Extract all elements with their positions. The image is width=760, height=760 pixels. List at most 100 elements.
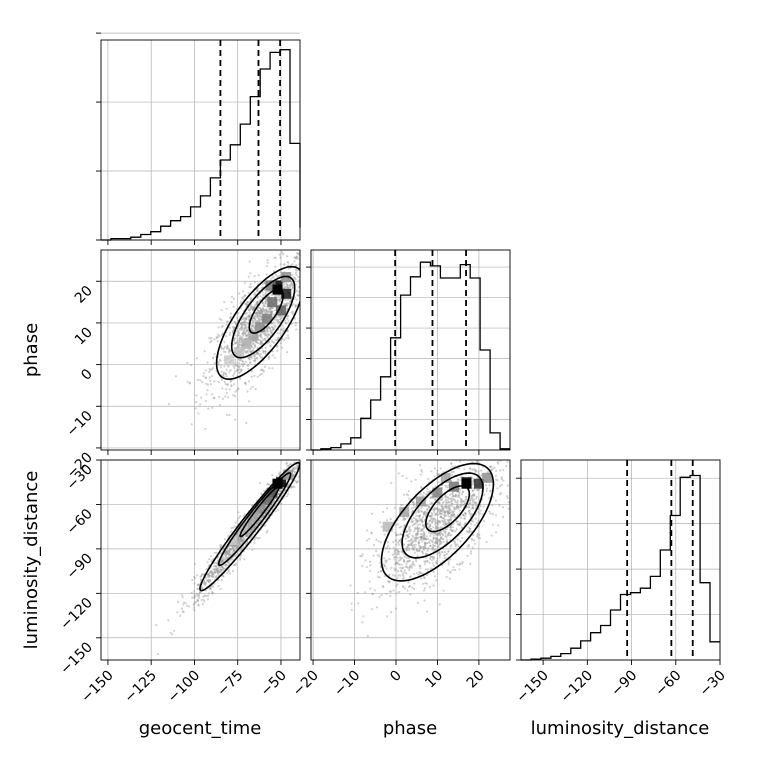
- scatter-point: [445, 505, 448, 508]
- scatter-point: [389, 518, 392, 521]
- scatter-point: [222, 547, 225, 551]
- scatter-point: [500, 477, 503, 481]
- scatter-point: [275, 316, 278, 319]
- scatter-point: [447, 512, 450, 515]
- scatter-point: [394, 543, 398, 546]
- scatter-point: [267, 332, 270, 335]
- scatter-point: [256, 311, 259, 314]
- scatter-point: [276, 275, 279, 278]
- scatter-point: [155, 624, 158, 627]
- scatter-point: [295, 255, 298, 258]
- scatter-point: [239, 537, 242, 540]
- scatter-point: [258, 354, 261, 357]
- scatter-point: [292, 303, 295, 306]
- scatter-point: [412, 587, 416, 591]
- scatter-point: [270, 277, 273, 280]
- scatter-point: [423, 599, 426, 602]
- scatter-point: [468, 529, 471, 532]
- scatter-point: [430, 470, 433, 473]
- scatter-point: [396, 570, 400, 573]
- scatter-point: [291, 286, 294, 289]
- scatter-point: [247, 275, 250, 278]
- scatter-point: [444, 512, 447, 515]
- scatter-point: [428, 542, 431, 545]
- scatter-point: [246, 329, 249, 332]
- scatter-point: [417, 511, 420, 514]
- scatter-point: [240, 539, 243, 542]
- scatter-point: [264, 352, 267, 355]
- scatter-point: [497, 524, 500, 527]
- scatter-point: [419, 532, 422, 536]
- scatter-point: [263, 309, 266, 312]
- scatter-point: [265, 509, 269, 512]
- scatter-point: [254, 293, 257, 296]
- scatter-point: [199, 575, 203, 578]
- scatter-point: [405, 548, 408, 552]
- scatter-point: [243, 537, 246, 540]
- xticks-2-0: −150 −125 −100 −75 −50: [78, 660, 290, 706]
- peak-marker: [272, 284, 283, 295]
- scatter-point: [506, 460, 509, 463]
- scatter-point: [385, 559, 388, 562]
- scatter-point: [239, 322, 242, 325]
- scatter-point: [217, 572, 220, 575]
- scatter-point: [471, 506, 474, 509]
- scatter-point: [271, 306, 274, 309]
- scatter-point: [441, 550, 444, 553]
- scatter-point: [271, 340, 274, 344]
- scatter-point: [422, 491, 425, 494]
- scatter-point: [468, 503, 471, 506]
- scatter-point: [241, 546, 244, 550]
- contours-phase-vs-luminosity-distance: [380, 462, 495, 582]
- scatter-point: [490, 468, 493, 472]
- scatter-point: [447, 520, 450, 524]
- scatter-point: [277, 296, 280, 299]
- scatter-point: [238, 368, 241, 371]
- scatter-point: [224, 388, 228, 391]
- scatter-point: [436, 522, 439, 525]
- scatter-point: [438, 520, 441, 523]
- scatter-point: [271, 502, 275, 505]
- scatter-point: [226, 551, 229, 554]
- scatter-point: [258, 310, 261, 313]
- scatter-point: [441, 506, 444, 509]
- scatter-point: [505, 465, 508, 468]
- scatter-point: [423, 537, 426, 541]
- scatter-point: [433, 548, 436, 551]
- scatter-point: [473, 501, 476, 504]
- scatter-point: [259, 314, 262, 317]
- scatter-point: [221, 560, 224, 563]
- scatter-point: [421, 520, 424, 523]
- scatter-point: [292, 473, 295, 476]
- scatter-point: [410, 521, 413, 524]
- scatter-point: [395, 562, 398, 565]
- density-cell: [241, 338, 252, 349]
- scatter-point: [224, 557, 227, 560]
- scatter-point: [458, 509, 461, 512]
- scatter-point: [228, 554, 231, 557]
- scatter-point: [469, 522, 473, 526]
- scatter-point: [433, 541, 436, 544]
- scatter-point: [435, 533, 438, 536]
- scatter-point: [220, 565, 223, 569]
- scatter-point: [231, 329, 234, 332]
- scatter-point: [397, 559, 400, 562]
- scatter-point: [349, 584, 352, 587]
- scatter-point: [232, 325, 235, 329]
- scatter-point: [277, 509, 280, 512]
- scatter-point: [227, 570, 230, 573]
- scatter-point: [254, 304, 257, 307]
- scatter-point: [461, 500, 464, 503]
- scatter-point: [404, 530, 408, 533]
- scatter-point: [228, 348, 231, 351]
- scatter-point: [249, 525, 252, 528]
- scatter-point: [222, 373, 225, 376]
- scatter-point: [448, 534, 451, 537]
- scatter-point: [436, 540, 439, 543]
- scatter-point: [239, 358, 242, 362]
- scatter-point: [188, 605, 191, 608]
- scatter-point: [228, 414, 231, 417]
- scatter-point: [244, 535, 247, 538]
- scatter-point: [447, 563, 450, 566]
- scatter-point: [197, 603, 200, 606]
